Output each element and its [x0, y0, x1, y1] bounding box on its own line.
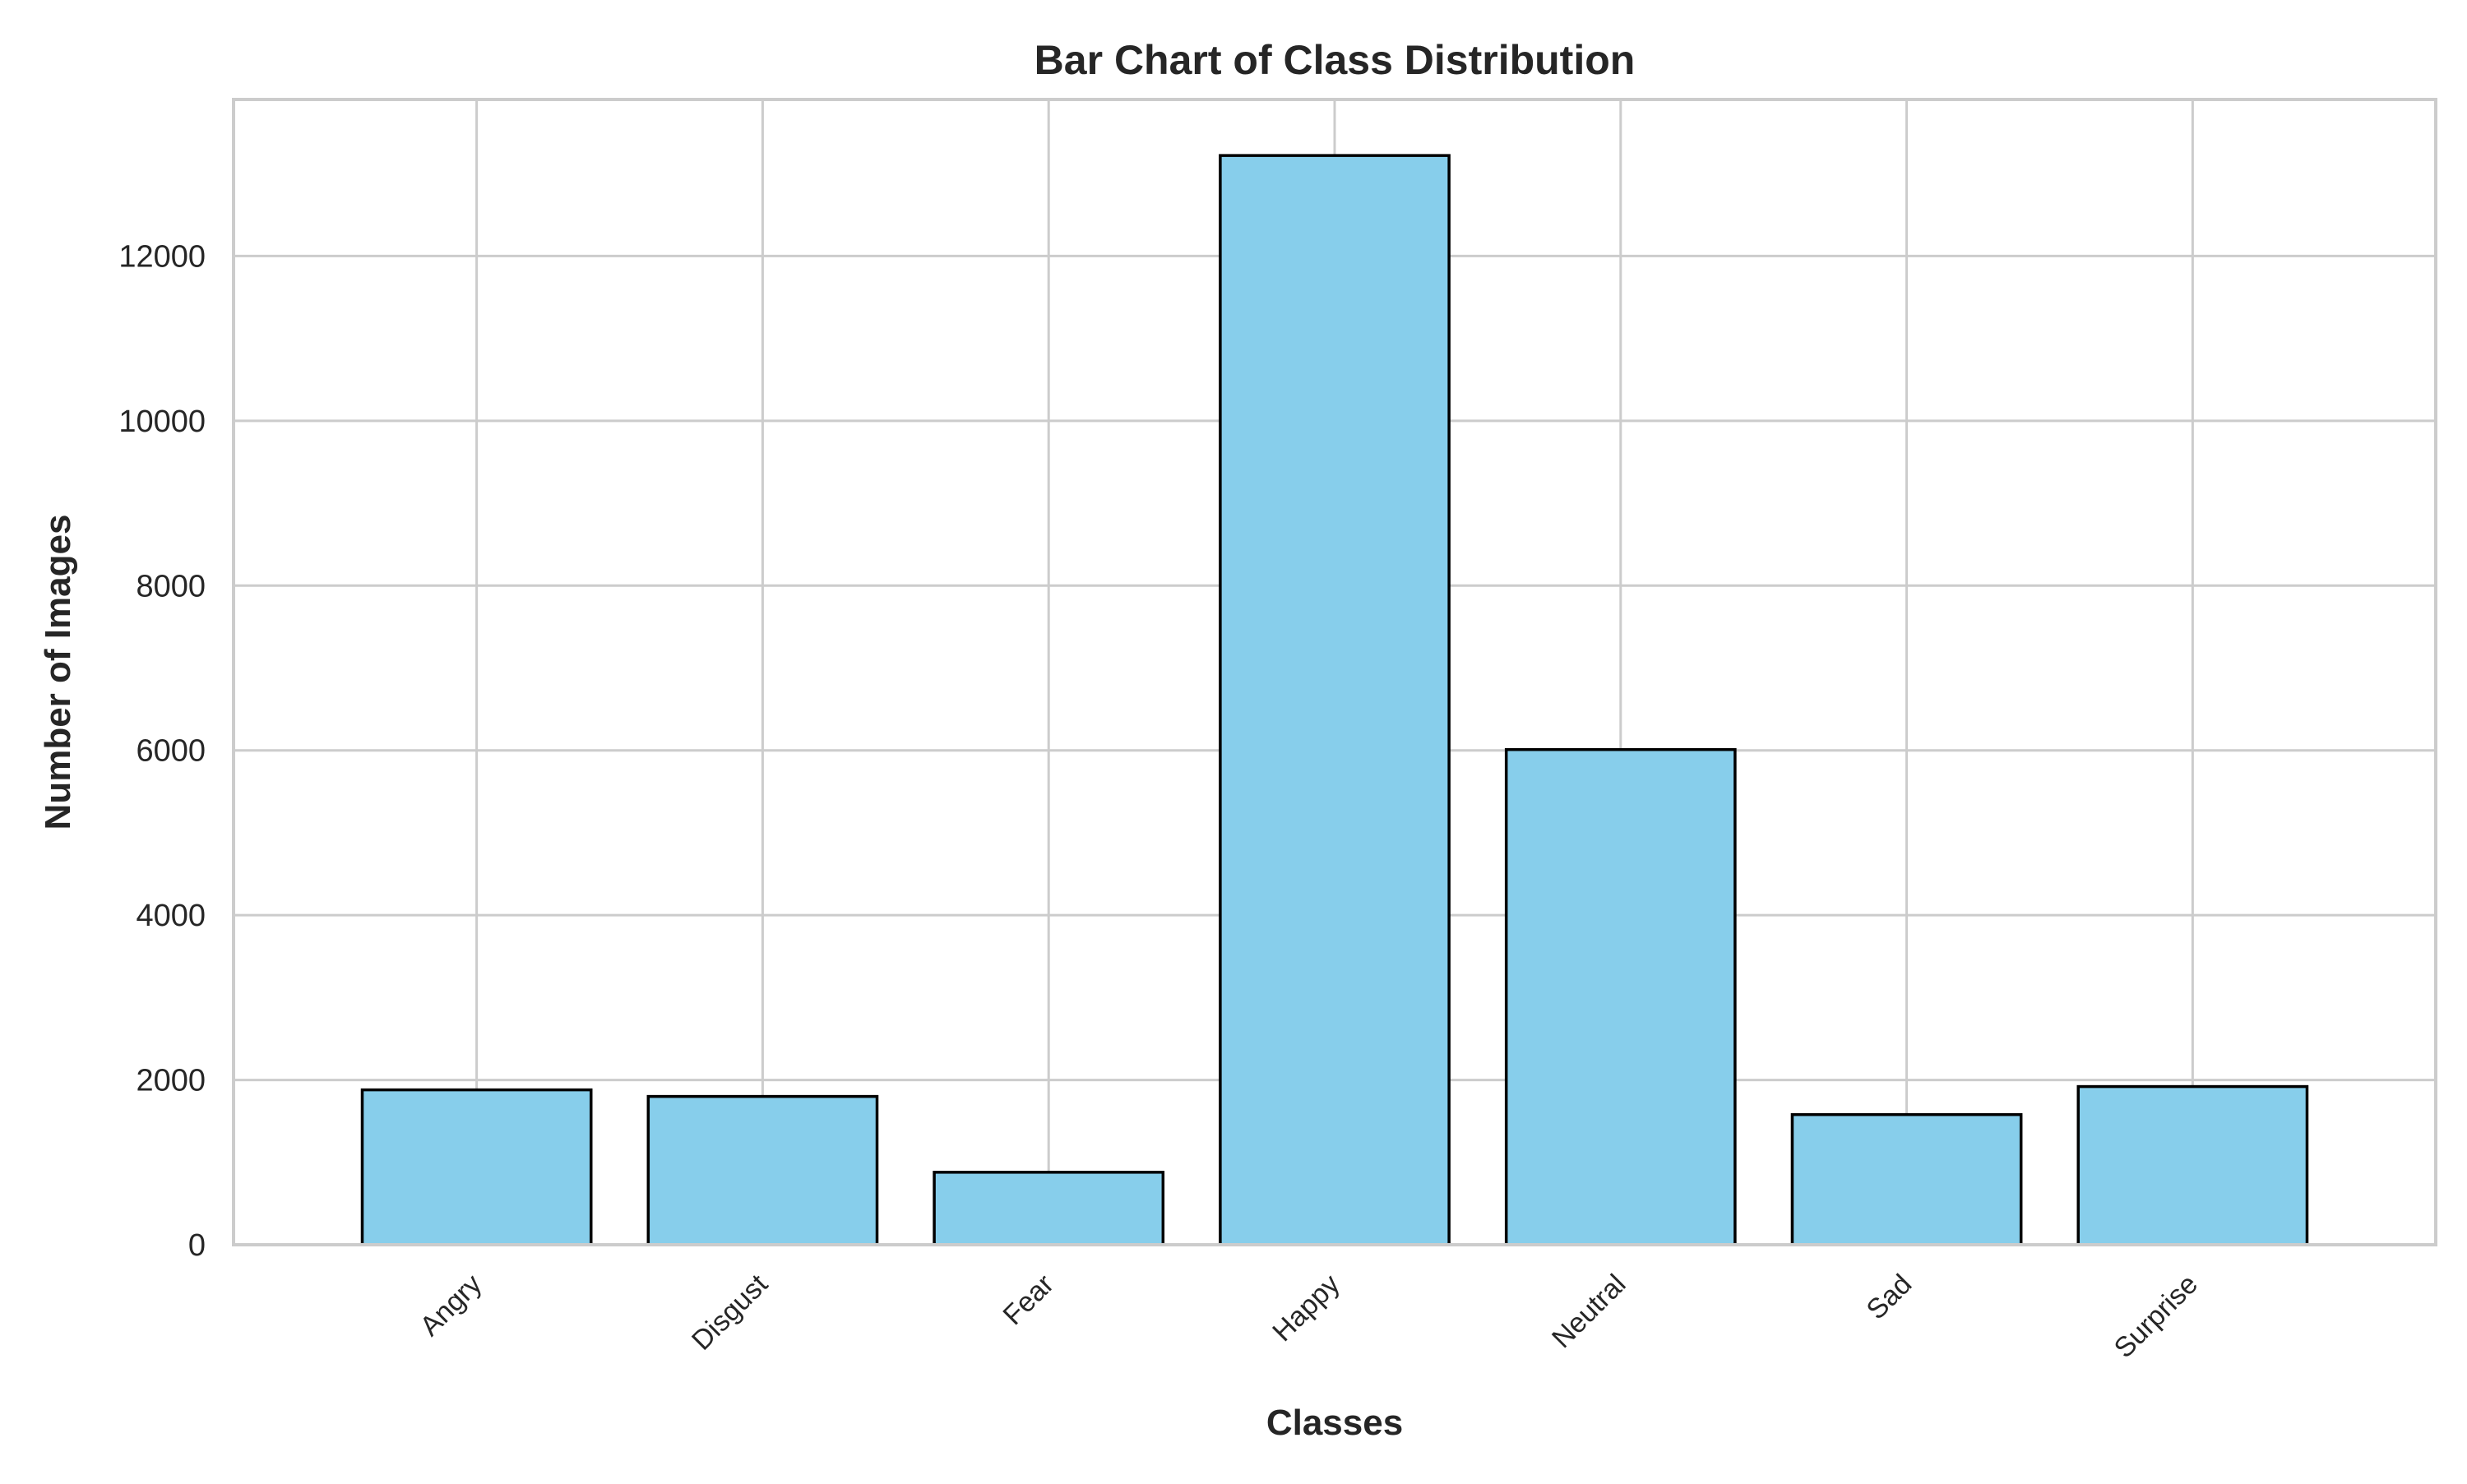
y-tick-label: 2000	[136, 1064, 206, 1098]
x-tick-label: Sad	[1861, 1269, 1919, 1326]
y-axis-label: Number of Images	[38, 515, 78, 830]
bar-sad	[1790, 1112, 2023, 1246]
x-tick-label: Neutral	[1546, 1269, 1632, 1354]
x-tick-label: Surprise	[2108, 1269, 2204, 1364]
y-tick-labels: 0 2000 4000 6000 8000 10000 12000	[118, 239, 206, 1263]
bar-disgust	[646, 1094, 879, 1246]
bar-fear	[933, 1171, 1165, 1246]
x-tick-label: Disgust	[686, 1268, 774, 1356]
x-axis-label: Classes	[1266, 1403, 1403, 1443]
y-tick-label: 8000	[136, 569, 206, 603]
y-tick-label: 10000	[118, 405, 206, 439]
bar-surprise	[2076, 1084, 2309, 1246]
chart-title: Bar Chart of Class Distribution	[1034, 37, 1636, 83]
plot-frame	[232, 98, 2437, 1246]
x-tick-label: Fear	[997, 1269, 1060, 1331]
y-tick-label: 0	[188, 1228, 206, 1263]
bar-angry	[360, 1088, 593, 1246]
y-tick-label: 12000	[118, 239, 206, 274]
x-tick-label: Angry	[414, 1269, 488, 1343]
y-tick-label: 4000	[136, 899, 206, 933]
y-tick-label: 6000	[136, 734, 206, 769]
x-tick-label: Happy	[1266, 1269, 1345, 1348]
bar-happy	[1219, 154, 1451, 1246]
x-tick-labels: Angry Disgust Fear Happy Neutral Sad Surprise	[414, 1268, 2204, 1364]
bar-neutral	[1504, 747, 1737, 1246]
bars	[360, 154, 2309, 1246]
